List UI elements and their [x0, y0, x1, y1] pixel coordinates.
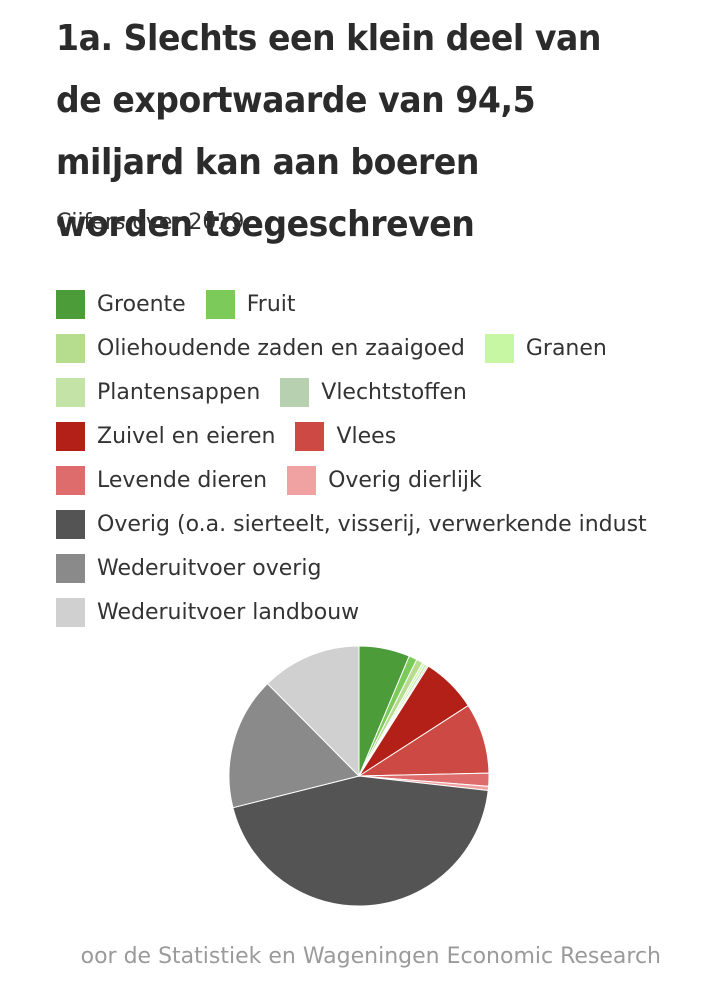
legend-label: Wederuitvoer landbouw	[97, 599, 360, 625]
legend-row: Wederuitvoer landbouw	[56, 590, 678, 634]
legend-swatch	[484, 333, 514, 363]
legend-swatch	[56, 553, 85, 583]
legend-row: Oliehoudende zaden en zaaigoed Granen	[56, 326, 678, 370]
legend-item-overig[interactable]: Overig (o.a. sierteelt, visserij, verwer…	[56, 509, 647, 539]
legend-swatch	[56, 509, 85, 539]
legend-swatch	[56, 597, 85, 627]
legend-label: Wederuitvoer overig	[97, 555, 322, 581]
legend-label: Vlees	[336, 423, 397, 449]
legend-label: Fruit	[246, 291, 296, 317]
legend-swatch	[56, 289, 85, 319]
pie-chart	[228, 645, 490, 907]
legend-item-fruit[interactable]: Fruit	[205, 289, 296, 319]
legend-row: Wederuitvoer overig	[56, 546, 678, 590]
legend-swatch	[280, 377, 310, 407]
pie-slice-wederuitvoer-11[interactable]	[228, 682, 360, 809]
legend-swatch	[295, 421, 325, 451]
legend-item-oliehoudende-zaden[interactable]: Oliehoudende zaden en zaaigoed	[56, 333, 465, 363]
legend-item-wederuitvoer-landbouw[interactable]: Wederuitvoer landbouw	[56, 597, 360, 627]
legend-item-groente[interactable]: Groente	[56, 289, 186, 319]
pie-slice-overig-10[interactable]	[232, 775, 489, 907]
legend-item-wederuitvoer-overig[interactable]: Wederuitvoer overig	[56, 553, 322, 583]
legend-swatch	[56, 465, 85, 495]
legend-label: Granen	[525, 335, 607, 361]
legend-label: Overig dierlijk	[328, 467, 482, 493]
legend-label: Plantensappen	[97, 379, 261, 405]
legend-label: Levende dieren	[97, 467, 268, 493]
legend-item-zuivel-en-eieren[interactable]: Zuivel en eieren	[56, 421, 276, 451]
legend-swatch	[287, 465, 317, 495]
pie-slice-wederuitvoer-12[interactable]	[266, 645, 360, 778]
legend-item-granen[interactable]: Granen	[484, 333, 607, 363]
legend-row: Zuivel en eieren Vlees	[56, 414, 678, 458]
legend-swatch	[56, 333, 85, 363]
legend-row: Levende dieren Overig dierlijk	[56, 458, 678, 502]
legend-label: Oliehoudende zaden en zaaigoed	[97, 335, 465, 361]
legend-item-vlees[interactable]: Vlees	[295, 421, 397, 451]
legend-item-vlechtstoffen[interactable]: Vlechtstoffen	[280, 377, 467, 407]
source-credit: oor de Statistiek en Wageningen Economic…	[80, 944, 661, 969]
legend-label: Overig (o.a. sierteelt, visserij, verwer…	[97, 511, 647, 537]
legend-item-overig-dierlijk[interactable]: Overig dierlijk	[287, 465, 482, 495]
legend-swatch	[56, 377, 85, 407]
legend-label: Groente	[97, 291, 186, 317]
legend-item-plantensappen[interactable]: Plantensappen	[56, 377, 261, 407]
legend-row: Groente Fruit	[56, 282, 678, 326]
legend-row: Overig (o.a. sierteelt, visserij, verwer…	[56, 502, 678, 546]
chart-subtitle: Cijfers over 2019	[56, 210, 245, 235]
legend-item-levende-dieren[interactable]: Levende dieren	[56, 465, 268, 495]
chart-title: 1a. Slechts een klein deel van de export…	[56, 18, 602, 245]
legend: Groente Fruit Oliehoudende zaden en zaai…	[56, 282, 678, 634]
legend-label: Zuivel en eieren	[97, 423, 276, 449]
legend-row: Plantensappen Vlechtstoffen	[56, 370, 678, 414]
legend-swatch	[205, 289, 235, 319]
legend-label: Vlechtstoffen	[321, 379, 467, 405]
legend-swatch	[56, 421, 85, 451]
